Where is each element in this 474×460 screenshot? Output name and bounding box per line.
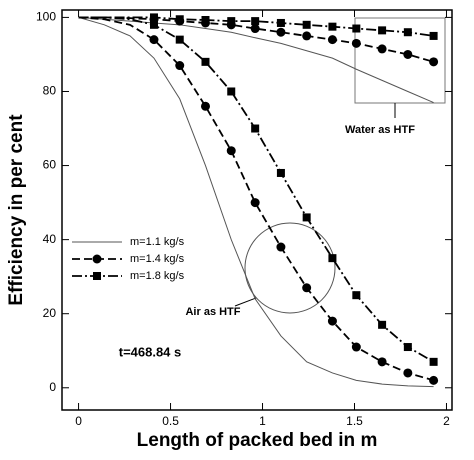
water-box	[354, 17, 446, 104]
air-line-marker	[175, 35, 184, 44]
air-line-marker	[276, 168, 285, 177]
air-line-marker	[429, 375, 439, 385]
air-pointer	[234, 297, 257, 307]
water-line-marker	[302, 20, 311, 29]
air-line-marker	[352, 291, 361, 300]
water-line-marker	[377, 44, 387, 54]
water-line-marker	[201, 16, 210, 24]
x-tick-label: 1.5	[346, 414, 363, 428]
air-line-marker	[251, 124, 260, 133]
legend-label: m=1.8 kg/s	[130, 270, 185, 282]
legend-marker	[92, 254, 102, 264]
air-line-marker	[302, 213, 311, 222]
air-line-marker	[429, 357, 438, 366]
water-line-marker	[327, 35, 337, 45]
legend-label: m=1.4 kg/s	[130, 253, 185, 265]
water-line-marker	[352, 24, 361, 33]
water-line-marker	[227, 17, 236, 26]
water-line-marker	[276, 18, 285, 27]
air-line-marker	[201, 57, 210, 66]
water-line-marker	[351, 38, 361, 48]
water-line-marker	[149, 13, 158, 22]
water-line-marker	[378, 26, 387, 35]
water-line-marker	[175, 15, 184, 24]
air-line-marker	[327, 316, 337, 326]
plot-frame	[61, 9, 453, 411]
y-tick-label: 20	[43, 306, 57, 320]
air-line-marker	[351, 342, 361, 352]
air-line-marker	[226, 146, 236, 156]
air-label: Air as HTF	[185, 306, 240, 318]
x-axis-title: Length of packed bed in m	[137, 430, 378, 451]
air-line-marker	[250, 198, 260, 208]
water-line-marker	[328, 22, 337, 31]
time-label: t=468.84 s	[119, 344, 182, 359]
water-line-marker	[429, 31, 438, 40]
air-line-marker	[328, 254, 337, 263]
x-tick-label: 0	[75, 414, 82, 428]
air-line	[78, 16, 434, 388]
water-label: Water as HTF	[345, 124, 415, 136]
air-circle	[244, 222, 336, 314]
water-line-marker	[429, 57, 439, 67]
water-line-marker	[403, 28, 412, 37]
y-tick-label: 0	[49, 380, 56, 394]
air-line-marker	[377, 357, 387, 367]
y-tick-label: 100	[36, 10, 56, 24]
air-line-marker	[200, 101, 210, 111]
legend-label: m=1.1 kg/s	[130, 236, 185, 248]
water-line-marker	[251, 17, 260, 26]
y-tick-label: 60	[43, 158, 57, 172]
air-line-marker	[403, 368, 413, 378]
air-line-marker	[302, 283, 312, 293]
water-line-marker	[250, 24, 260, 34]
air-line-marker	[378, 320, 387, 329]
x-tick-label: 1	[259, 414, 266, 428]
water-line-marker	[276, 27, 286, 37]
y-axis-title: Efficiency in per cent	[6, 114, 27, 306]
water-line-marker	[403, 49, 413, 59]
air-line-marker	[175, 61, 185, 71]
y-tick-label: 80	[43, 84, 57, 98]
air-line-marker	[403, 343, 412, 352]
legend-marker	[93, 272, 101, 280]
x-tick-label: 2	[443, 414, 450, 428]
air-line	[78, 16, 434, 382]
air-line-marker	[276, 242, 286, 252]
air-line	[78, 16, 435, 363]
air-line-marker	[227, 87, 236, 96]
air-line-marker	[149, 35, 159, 45]
air-line-marker	[149, 20, 158, 29]
x-tick-label: 0.5	[162, 414, 179, 428]
water-line-marker	[302, 31, 312, 41]
y-tick-label: 40	[43, 232, 57, 246]
